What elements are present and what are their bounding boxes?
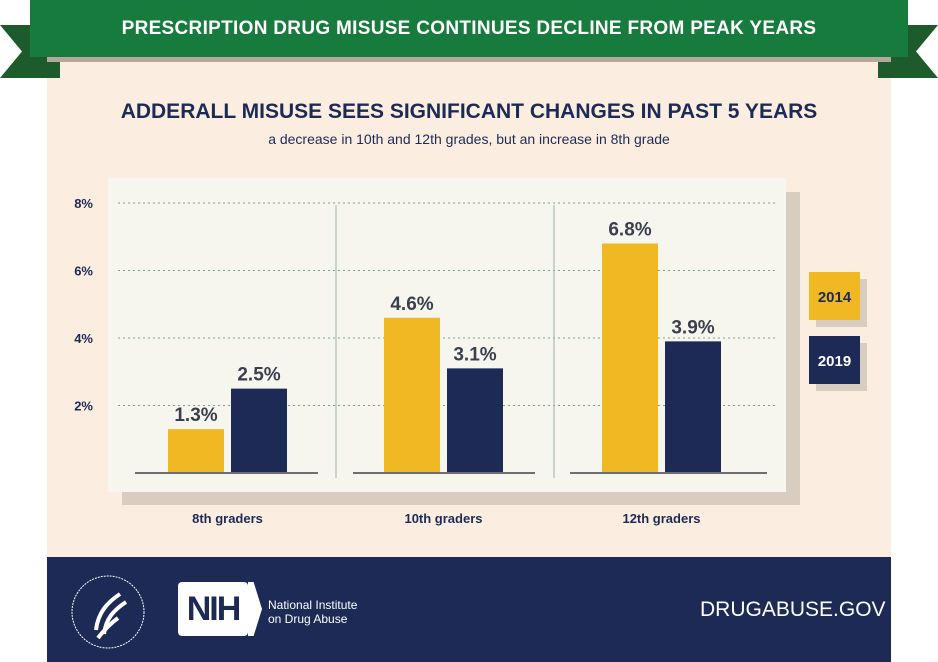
bar-2019 [665,341,721,473]
chart-subtitle: a decrease in 10th and 12th grades, but … [268,131,670,147]
y-tick-label: 4% [74,331,93,346]
category-label: 8th graders [192,511,263,526]
hhs-seal-icon [71,575,145,649]
bar-2014 [168,429,224,473]
nih-logo: NIH [178,582,248,636]
data-label: 2.5% [237,365,280,386]
data-label: 4.6% [390,294,433,315]
legend-label: 2019 [818,353,851,370]
data-label: 1.3% [174,405,217,426]
bar-2019 [231,388,287,473]
data-label: 3.1% [453,344,496,365]
legend-swatch-2014 [809,272,860,320]
category-label: 12th graders [622,511,700,526]
legend-label: 2014 [818,289,852,306]
y-tick-label: 2% [74,399,93,414]
chart-title: ADDERALL MISUSE SEES SIGNIFICANT CHANGES… [120,100,818,123]
bar-2014 [602,243,658,473]
y-tick-label: 6% [74,264,93,279]
legend-swatch-2019 [809,336,860,384]
category-label: 10th graders [404,511,482,526]
data-label: 3.9% [671,317,714,338]
nida-line-2: on Drug Abuse [268,612,348,626]
bar-2014 [384,317,440,473]
y-tick-label: 8% [74,196,93,211]
banner-shadow [47,52,891,62]
data-label: 6.8% [608,220,651,241]
bar-2019 [447,368,503,473]
nida-name: National Institute on Drug Abuse [268,598,357,626]
banner-title: PRESCRIPTION DRUG MISUSE CONTINUES DECLI… [30,0,908,57]
site-link[interactable]: DRUGABUSE.GOV [700,598,886,621]
nida-line-1: National Institute [268,598,358,612]
